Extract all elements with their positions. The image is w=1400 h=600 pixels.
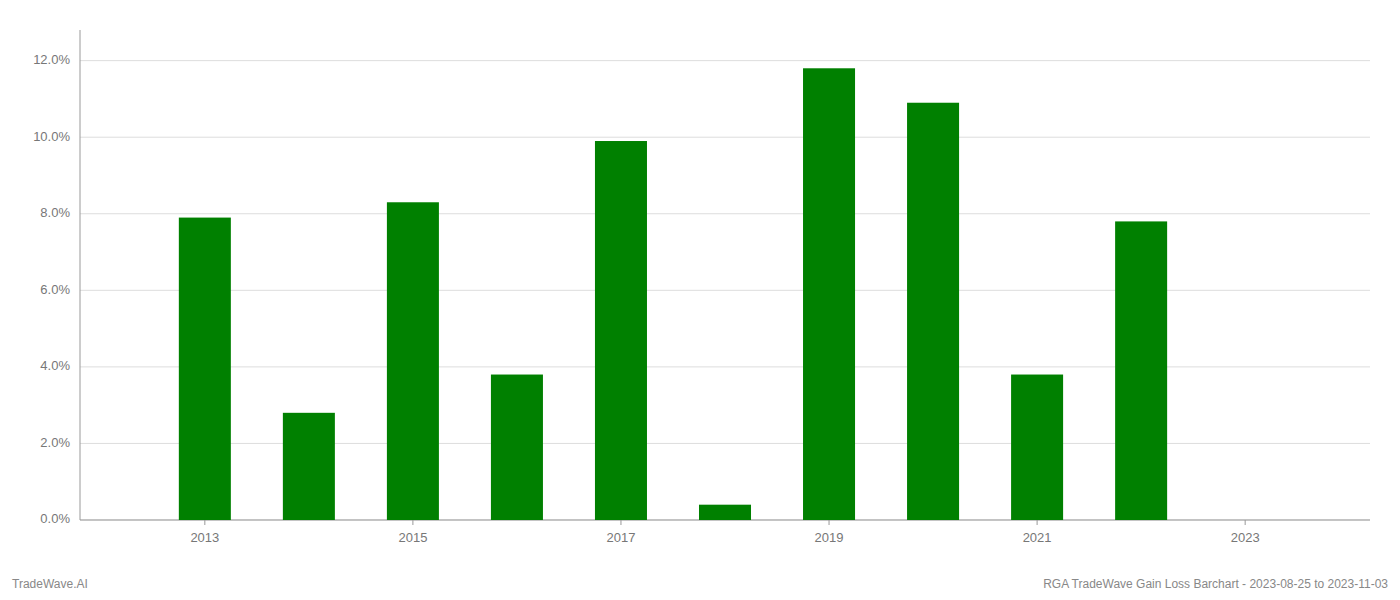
bar	[283, 413, 335, 520]
y-tick-label: 4.0%	[40, 358, 70, 373]
background	[0, 0, 1400, 600]
x-tick-label: 2013	[190, 530, 219, 545]
y-tick-label: 6.0%	[40, 282, 70, 297]
grid-line	[80, 443, 1370, 444]
bar	[699, 505, 751, 520]
y-tick-label: 2.0%	[40, 435, 70, 450]
x-tick	[620, 520, 621, 525]
x-tick-label: 2017	[607, 530, 636, 545]
y-tick-label: 0.0%	[40, 511, 70, 526]
grid-line	[80, 366, 1370, 367]
x-tick-label: 2019	[815, 530, 844, 545]
y-tick-label: 8.0%	[40, 205, 70, 220]
bar	[179, 218, 231, 520]
x-tick	[204, 520, 205, 525]
bar	[1115, 221, 1167, 520]
y-axis-line	[80, 30, 81, 520]
grid-line	[80, 137, 1370, 138]
chart: 0.0% 2.0% 4.0% 6.0% 8.0% 10.0% 12.0% 2013 2015 20…	[0, 0, 1400, 600]
bar	[491, 375, 543, 520]
bars	[179, 68, 1167, 520]
footer: TradeWave.AI RGA TradeWave Gain Loss Barc…	[12, 577, 1388, 591]
grid-line	[80, 60, 1370, 61]
x-tick	[1037, 520, 1038, 525]
footer-text: TradeWave.AI	[12, 577, 88, 591]
bar	[387, 202, 439, 520]
x-tick	[412, 520, 413, 525]
bar	[1011, 375, 1063, 520]
grid	[80, 61, 1370, 520]
x-tick	[1245, 520, 1246, 525]
grid-line	[80, 213, 1370, 214]
axes: 0.0% 2.0% 4.0% 6.0% 8.0% 10.0% 12.0% 2013 2015 20…	[33, 30, 1370, 545]
y-tick-label: 12.0%	[33, 52, 70, 67]
x-tick	[829, 520, 830, 525]
x-tick-label: 2021	[1023, 530, 1052, 545]
y-tick-label: 10.0%	[33, 129, 70, 144]
bar	[907, 103, 959, 520]
bar	[803, 68, 855, 520]
footer-text: RGA TradeWave Gain Loss Barchart - 2023-…	[1043, 577, 1388, 591]
chart-container: 0.0% 2.0% 4.0% 6.0% 8.0% 10.0% 12.0% 2013 2015 20…	[0, 0, 1400, 600]
x-tick-label: 2015	[398, 530, 427, 545]
grid-line	[80, 290, 1370, 291]
x-tick-label: 2023	[1231, 530, 1260, 545]
bar	[595, 141, 647, 520]
